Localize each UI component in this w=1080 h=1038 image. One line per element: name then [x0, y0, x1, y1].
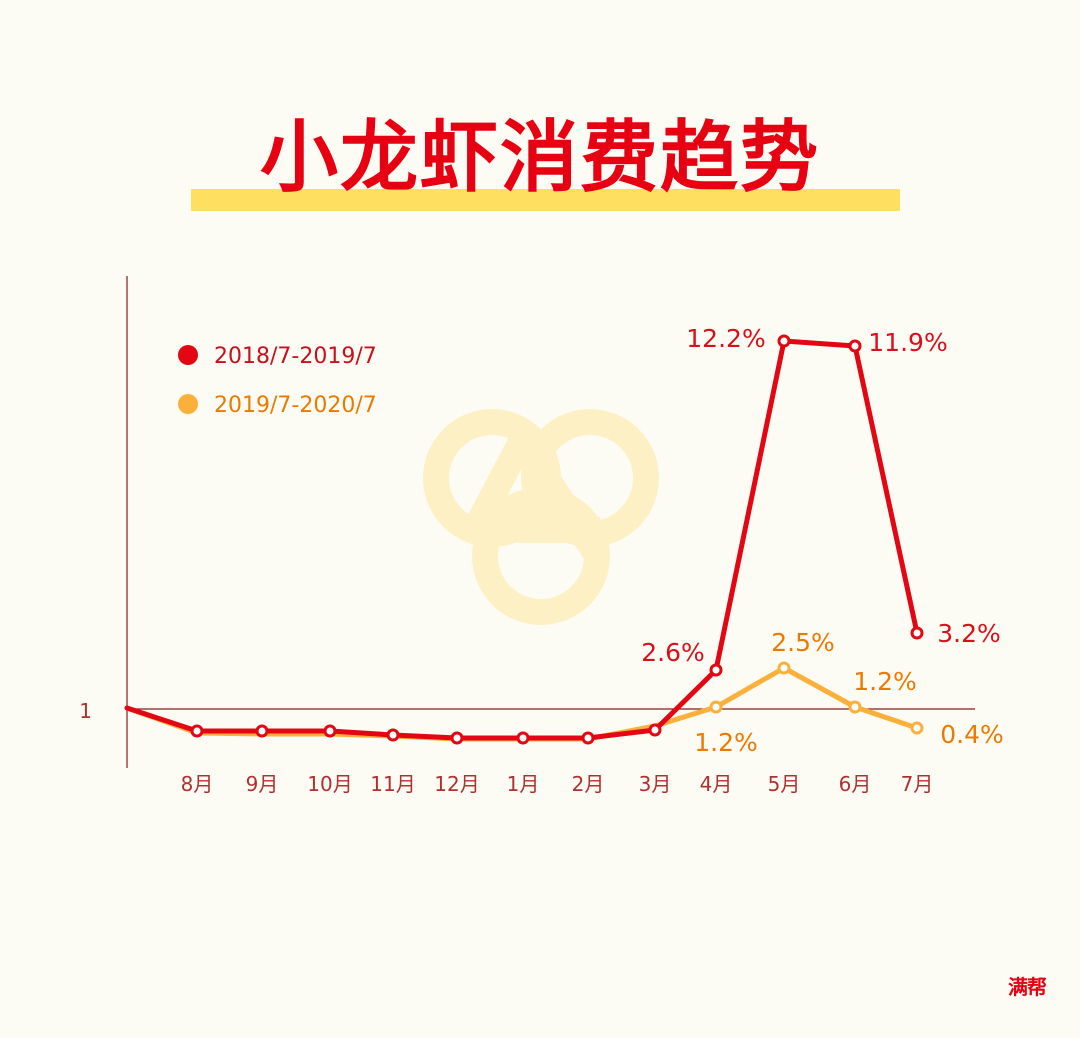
data-point-series-2: [848, 700, 862, 714]
data-point-series-1: [777, 334, 791, 348]
x-tick-label: 8月: [181, 772, 214, 796]
x-tick-labels: 8月 9月 10月 11月 12月 1月 2月 3月 4月 5月 6月 7月: [181, 772, 934, 796]
data-label-series-1: 3.2%: [937, 619, 1001, 648]
y-tick-label: 1: [79, 699, 92, 723]
data-point-series-1: [190, 724, 204, 738]
x-tick-label: 4月: [700, 772, 733, 796]
data-label-series-2: 1.2%: [694, 728, 758, 757]
data-point-series-1: [255, 724, 269, 738]
data-label-series-1: 12.2%: [686, 324, 765, 353]
watermark-logo: [423, 409, 659, 625]
data-label-series-2: 2.5%: [771, 628, 835, 657]
x-tick-label: 12月: [434, 772, 479, 796]
page-title: 小龙虾消费趋势: [259, 113, 820, 203]
legend-label-series-1: 2018/7-2019/7: [214, 344, 377, 369]
x-tick-label: 7月: [901, 772, 934, 796]
x-tick-label: 11月: [370, 772, 415, 796]
data-point-series-1: [516, 731, 530, 745]
x-tick-label: 10月: [307, 772, 352, 796]
data-point-series-1: [386, 728, 400, 742]
title-area: 小龙虾消费趋势: [0, 0, 1080, 240]
brand-logo-text: 满帮: [1008, 975, 1047, 999]
x-tick-label: 6月: [839, 772, 872, 796]
data-label-series-1: 2.6%: [641, 638, 705, 667]
legend-label-series-2: 2019/7-2020/7: [214, 393, 377, 418]
data-label-series-2: 0.4%: [940, 720, 1004, 749]
data-label-series-2: 1.2%: [853, 667, 917, 696]
data-point-series-1: [450, 731, 464, 745]
data-point-series-1: [848, 339, 862, 353]
data-point-series-1: [709, 663, 723, 677]
data-label-layer: 2.6% 12.2% 11.9% 3.2% 1.2% 2.5% 1.2% 0.4%: [641, 324, 1004, 757]
title-underline-bar: [191, 189, 900, 211]
data-point-series-1: [910, 626, 924, 640]
data-point-series-1: [581, 731, 595, 745]
legend-marker-series-1: [178, 345, 198, 365]
data-point-series-1: [323, 724, 337, 738]
series-line-2: [124, 665, 920, 742]
data-point-series-2: [910, 721, 924, 735]
x-tick-label: 5月: [768, 772, 801, 796]
data-point-series-2: [777, 661, 791, 675]
legend: 2018/7-2019/7 2019/7-2020/7: [178, 344, 377, 418]
legend-marker-series-2: [178, 394, 198, 414]
data-label-series-1: 11.9%: [868, 328, 947, 357]
data-point-series-2: [709, 700, 723, 714]
x-tick-label: 9月: [246, 772, 279, 796]
x-tick-label: 3月: [639, 772, 672, 796]
x-tick-label: 2月: [572, 772, 605, 796]
x-tick-label: 1月: [507, 772, 540, 796]
data-point-series-1: [648, 723, 662, 737]
series-layer: [124, 334, 924, 745]
